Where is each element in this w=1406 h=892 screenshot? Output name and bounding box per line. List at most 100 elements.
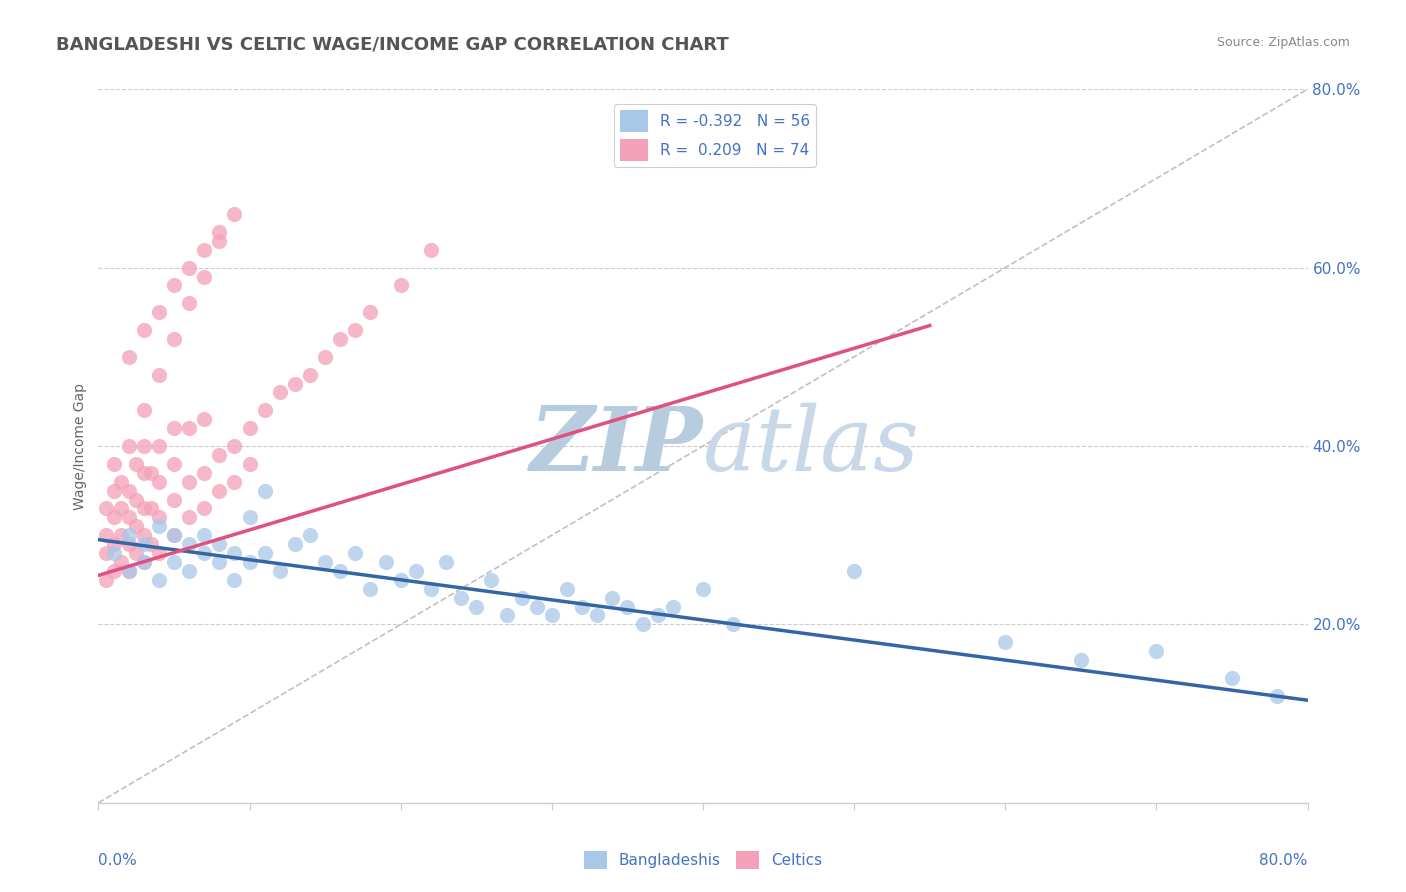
Point (510, 591, 533, 605)
Point (148, 546, 170, 560)
Point (132, 323, 155, 337)
Point (148, 439, 170, 453)
Point (163, 555, 186, 569)
Point (148, 510, 170, 524)
Point (495, 608, 517, 623)
Point (148, 573, 170, 587)
Point (193, 501, 215, 516)
Text: BANGLADESHI VS CELTIC WAGE/INCOME GAP CORRELATION CHART: BANGLADESHI VS CELTIC WAGE/INCOME GAP CO… (56, 36, 728, 54)
Point (586, 608, 609, 623)
Point (208, 483, 231, 498)
Point (602, 591, 624, 605)
Point (253, 546, 276, 560)
Point (481, 573, 503, 587)
Point (239, 510, 262, 524)
Point (224, 546, 246, 560)
Point (1144, 644, 1167, 658)
Point (118, 537, 141, 551)
Point (103, 537, 125, 551)
Point (662, 599, 685, 614)
Point (163, 457, 186, 471)
Point (125, 546, 148, 560)
Point (132, 555, 155, 569)
Point (344, 546, 367, 560)
Point (148, 368, 170, 382)
Point (94, 573, 117, 587)
Point (723, 617, 745, 632)
Legend: R = -0.392   N = 56, R =  0.209   N = 74: R = -0.392 N = 56, R = 0.209 N = 74 (614, 104, 817, 167)
Point (239, 555, 262, 569)
Point (208, 225, 231, 239)
Point (224, 475, 246, 489)
Point (314, 555, 336, 569)
Point (329, 564, 352, 578)
Point (132, 403, 155, 417)
Point (118, 439, 141, 453)
Point (314, 350, 336, 364)
Point (132, 501, 155, 516)
Point (103, 483, 125, 498)
Text: Source: ZipAtlas.com: Source: ZipAtlas.com (1216, 36, 1350, 49)
Point (193, 269, 215, 284)
Point (132, 466, 155, 480)
Point (465, 599, 488, 614)
Point (118, 350, 141, 364)
Point (110, 475, 132, 489)
Point (94, 501, 117, 516)
Point (118, 510, 141, 524)
Point (179, 564, 201, 578)
Point (163, 278, 186, 293)
Point (269, 385, 291, 400)
Point (647, 608, 669, 623)
Point (284, 376, 307, 391)
Point (193, 546, 215, 560)
Point (110, 501, 132, 516)
Point (125, 492, 148, 507)
Point (179, 475, 201, 489)
Point (239, 457, 262, 471)
Point (239, 421, 262, 435)
Point (179, 260, 201, 275)
Point (103, 510, 125, 524)
Text: ZIP: ZIP (530, 403, 703, 489)
Point (94, 546, 117, 560)
Point (450, 591, 472, 605)
Point (132, 555, 155, 569)
Text: 80.0%: 80.0% (1260, 853, 1308, 868)
Point (405, 564, 427, 578)
Point (118, 564, 141, 578)
Point (118, 528, 141, 542)
Point (193, 412, 215, 426)
Text: atlas: atlas (703, 402, 918, 490)
Point (1267, 689, 1289, 703)
Point (208, 537, 231, 551)
Point (1070, 653, 1092, 667)
Point (103, 564, 125, 578)
Point (224, 207, 246, 221)
Point (179, 296, 201, 310)
Point (994, 635, 1017, 649)
Point (555, 582, 578, 596)
Point (193, 528, 215, 542)
Point (329, 332, 352, 346)
Point (224, 439, 246, 453)
Point (132, 528, 155, 542)
Point (389, 573, 412, 587)
Point (420, 243, 443, 257)
Point (389, 278, 412, 293)
Point (360, 305, 382, 319)
Point (193, 243, 215, 257)
Point (420, 582, 443, 596)
Point (571, 599, 593, 614)
Point (434, 555, 457, 569)
Point (374, 555, 396, 569)
Point (125, 519, 148, 533)
Point (148, 519, 170, 533)
Point (540, 608, 562, 623)
Point (179, 421, 201, 435)
Point (148, 475, 170, 489)
Point (110, 528, 132, 542)
Point (269, 564, 291, 578)
Point (631, 617, 654, 632)
Point (94, 528, 117, 542)
